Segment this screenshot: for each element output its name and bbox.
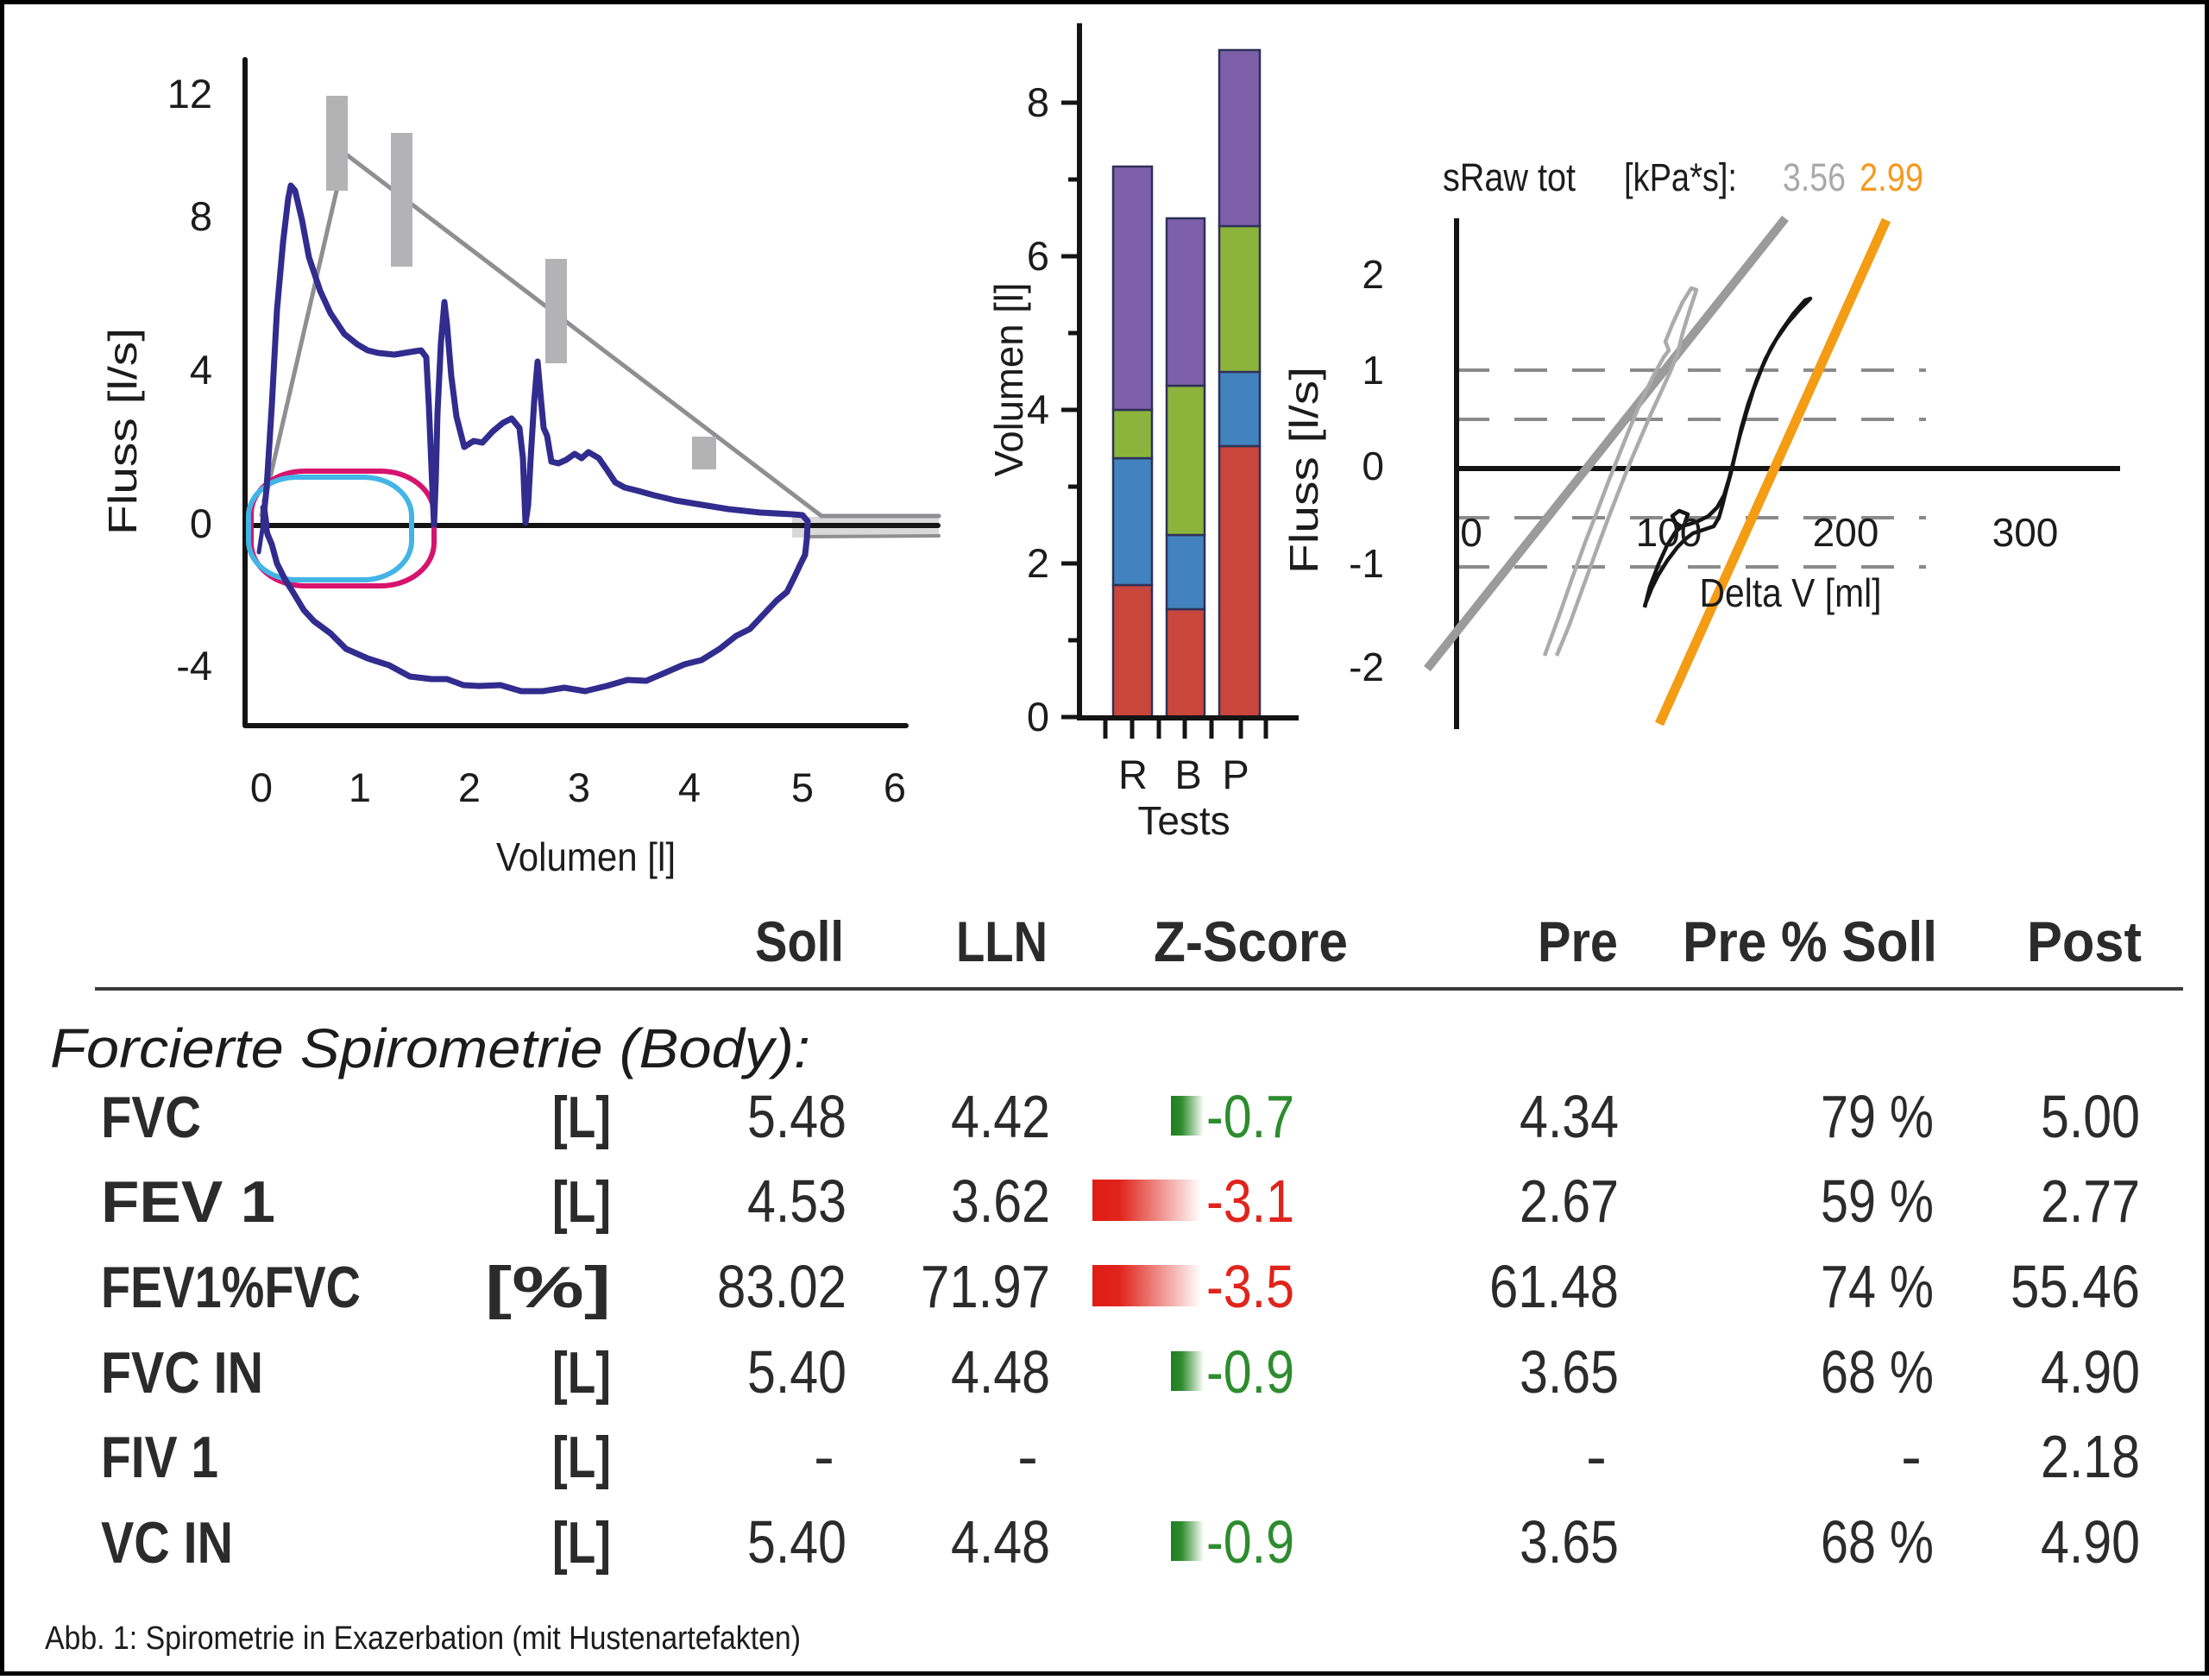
svg-text:200: 200	[1813, 510, 1879, 555]
svg-text:0: 0	[1460, 510, 1482, 555]
svg-text:4.90: 4.90	[2041, 1338, 2140, 1406]
svg-text:6: 6	[884, 764, 906, 810]
svg-text:P: P	[1222, 752, 1249, 797]
svg-text:-4: -4	[176, 643, 212, 689]
svg-text:68 %: 68 %	[1821, 1508, 1934, 1576]
svg-text:61.48: 61.48	[1489, 1253, 1619, 1320]
svg-text:-3.5: -3.5	[1206, 1253, 1294, 1320]
svg-text:[L]: [L]	[552, 1510, 611, 1576]
svg-text:1: 1	[1362, 348, 1384, 393]
svg-text:Fluss [l/s]: Fluss [l/s]	[100, 328, 145, 535]
svg-text:-3.1: -3.1	[1206, 1167, 1294, 1235]
svg-text:Fluss [l/s]: Fluss [l/s]	[1281, 367, 1326, 574]
svg-text:4.90: 4.90	[2041, 1508, 2140, 1576]
svg-text:6: 6	[1027, 233, 1049, 279]
svg-text:68 %: 68 %	[1821, 1338, 1934, 1406]
svg-text:Abb. 1: Spirometrie in Exazerb: Abb. 1: Spirometrie in Exazerbation (mit…	[45, 1620, 801, 1657]
svg-text:74 %: 74 %	[1821, 1253, 1934, 1320]
svg-text:79 %: 79 %	[1821, 1083, 1934, 1150]
svg-text:FEV1%FVC: FEV1%FVC	[101, 1255, 361, 1320]
svg-text:Forcierte Spirometrie (Body):: Forcierte Spirometrie (Body):	[50, 1017, 810, 1079]
svg-text:-: -	[1017, 1423, 1038, 1490]
svg-text:12: 12	[167, 71, 212, 116]
svg-text:-: -	[814, 1423, 834, 1490]
svg-text:-0.9: -0.9	[1206, 1508, 1294, 1576]
svg-text:-1: -1	[1349, 541, 1384, 586]
svg-text:sRaw tot: sRaw tot	[1443, 155, 1576, 199]
svg-text:5.00: 5.00	[2041, 1083, 2140, 1150]
svg-text:[L]: [L]	[552, 1425, 611, 1490]
svg-text:Pre % Soll: Pre % Soll	[1683, 909, 1937, 973]
svg-text:1: 1	[349, 764, 371, 810]
svg-text:Delta V [ml]: Delta V [ml]	[1700, 570, 1882, 615]
svg-text:FEV 1: FEV 1	[101, 1169, 275, 1235]
svg-text:4.48: 4.48	[951, 1338, 1050, 1406]
svg-text:4: 4	[190, 347, 212, 393]
svg-text:[%]: [%]	[485, 1255, 611, 1320]
svg-text:FVC IN: FVC IN	[101, 1340, 263, 1406]
svg-text:3.56: 3.56	[1783, 155, 1846, 199]
svg-text:300: 300	[1992, 510, 2059, 555]
svg-text:5.40: 5.40	[747, 1508, 846, 1576]
svg-text:Tests: Tests	[1137, 798, 1230, 843]
svg-text:-0.7: -0.7	[1206, 1083, 1294, 1150]
svg-text:4: 4	[1027, 387, 1049, 432]
svg-text:3.65: 3.65	[1520, 1508, 1619, 1576]
svg-text:Post: Post	[2027, 909, 2142, 973]
svg-text:2.99: 2.99	[1860, 155, 1923, 199]
svg-text:55.46: 55.46	[2011, 1253, 2140, 1320]
svg-text:Z-Score: Z-Score	[1154, 909, 1348, 973]
svg-text:[L]: [L]	[552, 1169, 611, 1235]
svg-text:VC IN: VC IN	[101, 1510, 233, 1576]
svg-text:Volumen [l]: Volumen [l]	[986, 283, 1031, 477]
svg-text:2.18: 2.18	[2041, 1423, 2140, 1490]
svg-text:R: R	[1118, 752, 1148, 797]
svg-text:-2: -2	[1349, 645, 1384, 689]
svg-text:3: 3	[568, 764, 590, 810]
svg-text:8: 8	[190, 193, 212, 239]
svg-text:0: 0	[250, 764, 273, 810]
svg-text:83.02: 83.02	[717, 1253, 846, 1320]
svg-text:3.65: 3.65	[1520, 1338, 1619, 1406]
svg-text:2: 2	[1362, 252, 1384, 297]
svg-text:4.42: 4.42	[951, 1083, 1050, 1150]
svg-text:100: 100	[1636, 510, 1702, 555]
svg-text:Soll: Soll	[755, 909, 844, 973]
svg-text:[kPa*s]:: [kPa*s]:	[1624, 155, 1737, 199]
svg-text:71.97: 71.97	[921, 1253, 1050, 1320]
svg-text:0: 0	[1362, 444, 1384, 488]
svg-text:[L]: [L]	[552, 1340, 611, 1406]
svg-text:4.34: 4.34	[1520, 1083, 1619, 1150]
svg-text:8: 8	[1027, 79, 1049, 125]
svg-text:-0.9: -0.9	[1206, 1338, 1294, 1406]
svg-text:4.48: 4.48	[951, 1508, 1050, 1576]
svg-text:4.53: 4.53	[747, 1167, 846, 1235]
svg-text:[L]: [L]	[552, 1085, 611, 1150]
svg-text:B: B	[1174, 752, 1201, 797]
svg-text:FVC: FVC	[101, 1085, 201, 1150]
svg-text:Volumen [l]: Volumen [l]	[496, 834, 676, 879]
svg-text:3.62: 3.62	[951, 1167, 1050, 1235]
svg-text:Pre: Pre	[1538, 909, 1618, 973]
svg-text:2.77: 2.77	[2041, 1167, 2140, 1235]
svg-text:FIV 1: FIV 1	[101, 1425, 218, 1490]
svg-text:-: -	[1901, 1423, 1922, 1490]
svg-text:0: 0	[1027, 694, 1049, 739]
svg-text:0: 0	[190, 500, 212, 546]
svg-text:5.48: 5.48	[747, 1083, 846, 1150]
svg-text:2: 2	[458, 764, 481, 810]
svg-text:LLN: LLN	[956, 909, 1048, 973]
svg-text:5: 5	[791, 764, 814, 810]
svg-text:59 %: 59 %	[1821, 1167, 1934, 1235]
svg-text:-: -	[1586, 1423, 1607, 1490]
svg-text:2: 2	[1027, 540, 1049, 586]
svg-text:5.40: 5.40	[747, 1338, 846, 1406]
svg-text:4: 4	[678, 764, 701, 810]
svg-text:2.67: 2.67	[1520, 1167, 1619, 1235]
